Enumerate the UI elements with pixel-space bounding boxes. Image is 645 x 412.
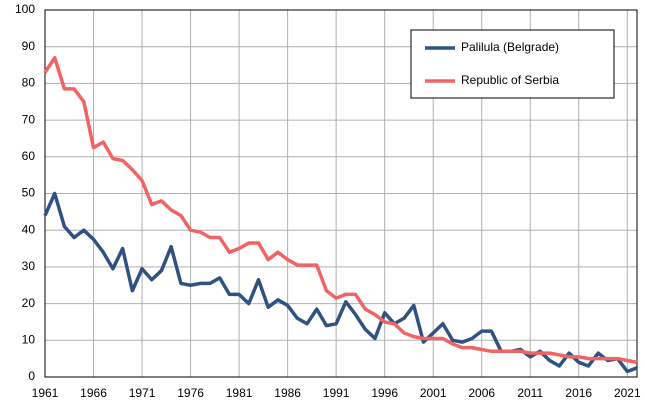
x-tick-label: 1996 <box>371 386 398 400</box>
y-tick-label: 30 <box>22 259 36 273</box>
legend-label: Republic of Serbia <box>461 73 559 87</box>
plot-frame <box>44 9 638 378</box>
x-tick-label: 1991 <box>323 386 350 400</box>
y-tick-label: 70 <box>22 112 36 126</box>
y-tick-label: 80 <box>22 76 36 90</box>
legend-label: Palilula (Belgrade) <box>461 40 559 54</box>
x-tick-label: 2011 <box>517 386 543 400</box>
x-tick-label: 1976 <box>177 386 204 400</box>
y-tick-label: 0 <box>28 369 35 383</box>
data-line <box>43 55 638 365</box>
x-tick-label: 2021 <box>614 386 641 400</box>
x-tick-label: 1961 <box>32 386 59 400</box>
x-tick-label: 2016 <box>565 386 592 400</box>
x-tick-label: 1981 <box>226 386 253 400</box>
x-tick-label: 2001 <box>420 386 447 400</box>
y-tick-label: 10 <box>22 332 36 346</box>
x-tick-label: 1966 <box>80 386 107 400</box>
x-tick-label: 2006 <box>468 386 495 400</box>
y-tick-label: 40 <box>22 222 36 236</box>
x-tick-label: 1986 <box>274 386 301 400</box>
legend-box <box>410 29 615 99</box>
y-tick-label: 100 <box>15 2 35 16</box>
y-tick-label: 50 <box>22 186 36 200</box>
y-tick-label: 60 <box>22 149 36 163</box>
y-tick-label: 20 <box>22 296 36 310</box>
y-tick-label: 90 <box>22 39 36 53</box>
x-tick-label: 1971 <box>129 386 156 400</box>
data-line <box>43 191 638 374</box>
